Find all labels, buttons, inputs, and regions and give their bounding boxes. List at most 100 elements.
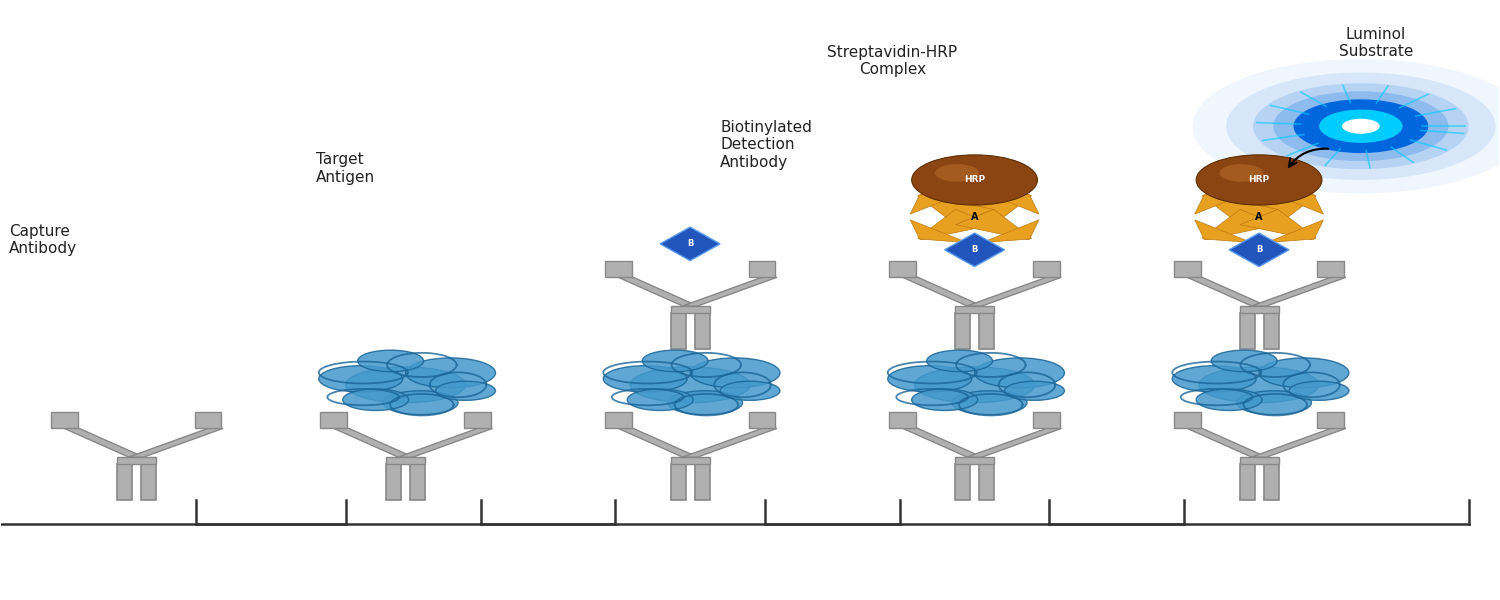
FancyBboxPatch shape xyxy=(956,464,970,500)
Circle shape xyxy=(1196,155,1322,205)
Ellipse shape xyxy=(382,391,458,415)
Polygon shape xyxy=(618,428,698,457)
Text: A: A xyxy=(970,212,978,222)
FancyBboxPatch shape xyxy=(956,306,994,313)
FancyBboxPatch shape xyxy=(1239,306,1278,313)
Ellipse shape xyxy=(915,367,1035,403)
Circle shape xyxy=(1252,83,1468,169)
Ellipse shape xyxy=(720,381,780,400)
FancyBboxPatch shape xyxy=(1263,313,1278,349)
Polygon shape xyxy=(1266,220,1323,242)
FancyBboxPatch shape xyxy=(890,260,916,277)
Ellipse shape xyxy=(320,365,402,392)
Circle shape xyxy=(912,155,1038,205)
FancyBboxPatch shape xyxy=(1263,464,1278,500)
FancyBboxPatch shape xyxy=(1317,260,1344,277)
FancyBboxPatch shape xyxy=(670,464,686,500)
Polygon shape xyxy=(1186,277,1266,306)
FancyBboxPatch shape xyxy=(386,464,400,500)
FancyBboxPatch shape xyxy=(980,464,994,500)
FancyBboxPatch shape xyxy=(604,412,631,428)
Polygon shape xyxy=(918,209,993,240)
Polygon shape xyxy=(660,227,720,260)
Polygon shape xyxy=(682,277,777,306)
Polygon shape xyxy=(1240,194,1316,224)
Polygon shape xyxy=(129,428,224,457)
FancyBboxPatch shape xyxy=(1173,412,1200,428)
Polygon shape xyxy=(903,428,983,457)
Polygon shape xyxy=(910,191,968,214)
FancyBboxPatch shape xyxy=(890,412,916,428)
FancyBboxPatch shape xyxy=(748,412,776,428)
FancyBboxPatch shape xyxy=(748,260,776,277)
Polygon shape xyxy=(982,191,1040,214)
Text: HRP: HRP xyxy=(964,175,986,184)
Circle shape xyxy=(1342,119,1380,134)
FancyBboxPatch shape xyxy=(956,313,970,349)
FancyBboxPatch shape xyxy=(1239,313,1254,349)
Polygon shape xyxy=(1251,428,1346,457)
Polygon shape xyxy=(1194,220,1252,242)
Polygon shape xyxy=(682,428,777,457)
Ellipse shape xyxy=(1288,381,1348,400)
Polygon shape xyxy=(903,277,983,306)
Ellipse shape xyxy=(642,350,708,371)
FancyBboxPatch shape xyxy=(1239,457,1278,464)
Polygon shape xyxy=(982,220,1040,242)
Circle shape xyxy=(1293,100,1428,153)
Ellipse shape xyxy=(603,365,687,392)
FancyBboxPatch shape xyxy=(1317,412,1344,428)
Text: B: B xyxy=(972,245,978,254)
Polygon shape xyxy=(1251,277,1346,306)
FancyBboxPatch shape xyxy=(410,464,424,500)
Polygon shape xyxy=(1186,428,1266,457)
Polygon shape xyxy=(1240,209,1316,240)
Circle shape xyxy=(1192,59,1500,193)
FancyBboxPatch shape xyxy=(386,457,424,464)
Text: Luminol
Substrate: Luminol Substrate xyxy=(1338,27,1413,59)
Circle shape xyxy=(1318,110,1402,143)
Circle shape xyxy=(1220,164,1263,182)
Ellipse shape xyxy=(690,358,780,388)
Polygon shape xyxy=(956,209,1032,240)
Ellipse shape xyxy=(1196,389,1262,410)
FancyBboxPatch shape xyxy=(670,313,686,349)
Ellipse shape xyxy=(627,389,693,410)
Text: B: B xyxy=(1256,245,1262,254)
Polygon shape xyxy=(1194,191,1252,214)
FancyBboxPatch shape xyxy=(604,260,631,277)
FancyBboxPatch shape xyxy=(1034,260,1060,277)
Polygon shape xyxy=(1228,233,1288,266)
FancyBboxPatch shape xyxy=(956,457,994,464)
Ellipse shape xyxy=(1236,391,1311,415)
FancyBboxPatch shape xyxy=(464,412,490,428)
FancyBboxPatch shape xyxy=(117,464,132,500)
FancyBboxPatch shape xyxy=(670,457,710,464)
FancyBboxPatch shape xyxy=(141,464,156,500)
Polygon shape xyxy=(1202,209,1278,240)
Polygon shape xyxy=(64,428,144,457)
FancyBboxPatch shape xyxy=(1034,412,1060,428)
Ellipse shape xyxy=(1210,350,1276,371)
Ellipse shape xyxy=(975,358,1065,388)
Text: B: B xyxy=(687,239,693,248)
Ellipse shape xyxy=(1198,367,1318,403)
Text: Biotinylated
Detection
Antibody: Biotinylated Detection Antibody xyxy=(720,120,812,170)
Ellipse shape xyxy=(912,389,978,410)
FancyBboxPatch shape xyxy=(117,457,156,464)
FancyBboxPatch shape xyxy=(694,313,709,349)
Polygon shape xyxy=(910,220,968,242)
Polygon shape xyxy=(918,194,993,224)
Ellipse shape xyxy=(952,391,1028,415)
Ellipse shape xyxy=(357,350,423,371)
Circle shape xyxy=(1226,73,1496,180)
Text: Streptavidin-HRP
Complex: Streptavidin-HRP Complex xyxy=(827,45,957,77)
Ellipse shape xyxy=(1172,365,1256,392)
Polygon shape xyxy=(968,277,1062,306)
Text: A: A xyxy=(1256,212,1263,222)
Ellipse shape xyxy=(927,350,993,371)
Ellipse shape xyxy=(1258,358,1348,388)
FancyBboxPatch shape xyxy=(51,412,78,428)
Polygon shape xyxy=(334,428,412,457)
Polygon shape xyxy=(618,277,698,306)
